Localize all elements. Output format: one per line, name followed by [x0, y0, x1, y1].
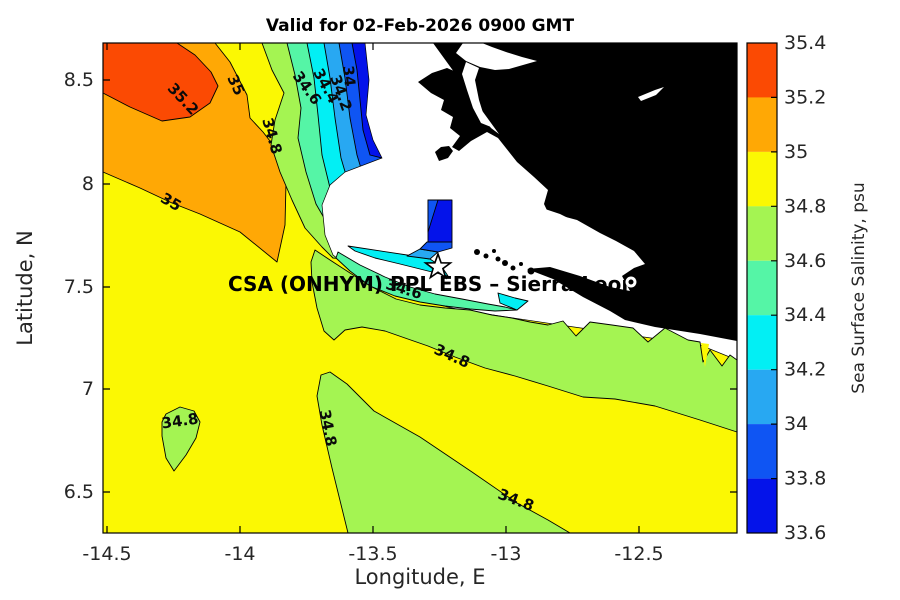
- x-axis-label: Longitude, E: [354, 565, 485, 589]
- band-34-6-blob: [161, 406, 201, 472]
- x-tick-label: -13: [490, 543, 521, 565]
- lagoon-islet: [628, 279, 634, 285]
- y-axis-label: Latitude, N: [13, 230, 37, 346]
- band-34-2-sliver: [497, 292, 529, 311]
- axes-box: [102, 42, 738, 534]
- colorbar-band: [747, 97, 777, 152]
- y-tick-label: 7.5: [64, 276, 94, 298]
- x-tick-label: -13.5: [348, 543, 397, 565]
- colorbar-tick-label: 34.6: [784, 250, 826, 272]
- band-34-6-south: [316, 371, 571, 534]
- islet: [502, 260, 508, 266]
- colorbar-tick-label: 33.8: [784, 468, 826, 490]
- plot-title: Valid for 02-Feb-2026 0900 GMT: [266, 16, 575, 36]
- colorbar-tick-label: 34: [784, 413, 808, 435]
- y-tick-label: 8.5: [64, 69, 94, 91]
- islet: [519, 262, 523, 266]
- colorbar-tick-label: 33.6: [784, 522, 826, 544]
- band-34-6-coastal: [310, 249, 738, 433]
- x-tick-labels: -14.5 -14 -13.5 -13 -12.5: [82, 543, 663, 565]
- x-tick-label: -12.5: [614, 543, 663, 565]
- colorbar-tick-label: 34.4: [784, 304, 826, 326]
- colorbar-tick-labels: 35.4 35.2 35 34.8 34.6 34.4 34.2 34 33.8…: [784, 32, 826, 544]
- colorbar-tick-label: 35.2: [784, 86, 826, 108]
- band-35-2: [102, 42, 219, 122]
- colorbar-frame: [746, 42, 778, 534]
- estuary-channel: [432, 43, 537, 70]
- islet: [483, 253, 489, 259]
- y-tick-labels: 8.5 8 7.5 7 6.5: [64, 69, 94, 503]
- colorbar-band: [747, 315, 777, 370]
- colorbar-band: [747, 369, 777, 425]
- contour-label: 34: [339, 65, 359, 88]
- x-tick-label: -14.5: [82, 543, 131, 565]
- station-star-marker: [423, 251, 453, 280]
- land-crack: [638, 87, 664, 101]
- coast-inlet: [542, 209, 628, 262]
- colorbar-tick-label: 34.2: [784, 359, 826, 381]
- contour-label: 34.8: [160, 410, 199, 433]
- colorbar-band: [747, 43, 777, 98]
- colorbar-tick-label: 35.4: [784, 32, 826, 54]
- colorbar-band: [747, 424, 777, 479]
- band-33-8-plume-corner: [427, 199, 439, 233]
- peninsula-island: [435, 146, 453, 161]
- colorbar-band: [747, 151, 777, 207]
- y-tick-label: 7: [82, 378, 94, 400]
- islet: [474, 249, 480, 255]
- colorbar-band: [747, 478, 777, 533]
- band-34-4-coastal: [335, 251, 518, 312]
- colorbar-tick-label: 34.8: [784, 195, 826, 217]
- islet: [527, 267, 535, 275]
- land-mainland: [418, 43, 737, 341]
- islet: [492, 249, 496, 253]
- islet: [510, 265, 516, 271]
- colorbar-band: [747, 260, 777, 316]
- colorbar-band: [747, 206, 777, 261]
- land-mask: [418, 43, 737, 341]
- band-34-8-sliver: [701, 343, 709, 367]
- x-tick-label: -14: [224, 543, 255, 565]
- islet: [495, 256, 501, 262]
- y-tick-label: 8: [82, 173, 94, 195]
- colorbar-tick-label: 35: [784, 141, 808, 163]
- colorbar: 35.4 35.2 35 34.8 34.6 34.4 34.2 34 33.8…: [746, 32, 869, 544]
- y-tick-label: 6.5: [64, 481, 94, 503]
- colorbar-axis-label: Sea Surface Salinity, psu: [849, 182, 869, 393]
- estuary-bay: [462, 62, 491, 127]
